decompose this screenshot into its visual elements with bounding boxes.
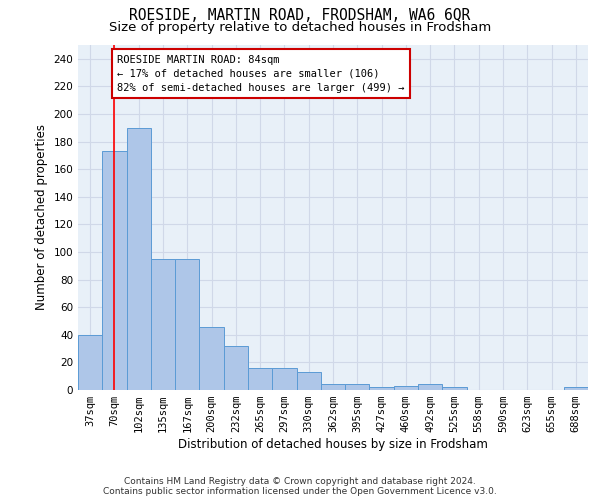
Bar — [127, 128, 151, 390]
X-axis label: Distribution of detached houses by size in Frodsham: Distribution of detached houses by size … — [178, 438, 488, 451]
Bar — [394, 386, 418, 390]
Bar — [102, 152, 127, 390]
Text: Size of property relative to detached houses in Frodsham: Size of property relative to detached ho… — [109, 21, 491, 34]
Bar — [442, 387, 467, 390]
Bar — [78, 335, 102, 390]
Y-axis label: Number of detached properties: Number of detached properties — [35, 124, 48, 310]
Bar — [321, 384, 345, 390]
Bar — [199, 326, 224, 390]
Text: Contains HM Land Registry data © Crown copyright and database right 2024.
Contai: Contains HM Land Registry data © Crown c… — [103, 476, 497, 496]
Bar — [370, 387, 394, 390]
Text: ROESIDE MARTIN ROAD: 84sqm
← 17% of detached houses are smaller (106)
82% of sem: ROESIDE MARTIN ROAD: 84sqm ← 17% of deta… — [117, 54, 404, 92]
Bar — [248, 368, 272, 390]
Bar — [151, 259, 175, 390]
Bar — [345, 384, 370, 390]
Bar — [175, 259, 199, 390]
Bar — [418, 384, 442, 390]
Bar — [564, 387, 588, 390]
Bar — [296, 372, 321, 390]
Bar — [224, 346, 248, 390]
Bar — [272, 368, 296, 390]
Text: ROESIDE, MARTIN ROAD, FRODSHAM, WA6 6QR: ROESIDE, MARTIN ROAD, FRODSHAM, WA6 6QR — [130, 8, 470, 22]
